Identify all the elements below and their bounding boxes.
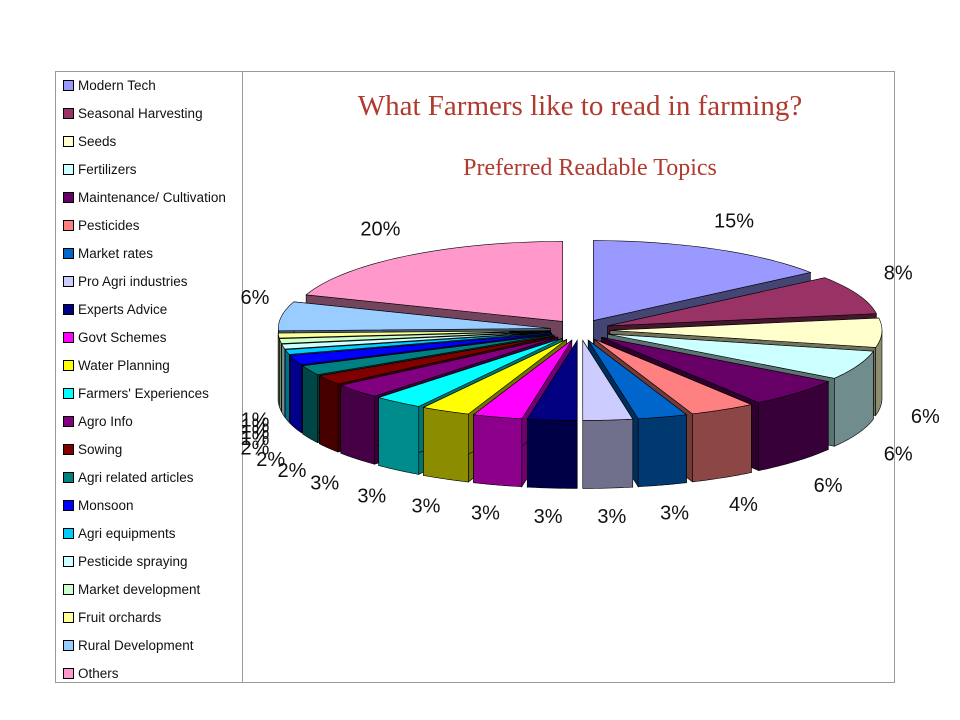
legend-label: Pro Agri industries xyxy=(78,273,188,289)
legend-item: Pro Agri industries xyxy=(63,271,188,291)
legend-label: Sowing xyxy=(78,441,123,457)
legend-label: Pesticides xyxy=(78,217,140,233)
slice-value-label: 15% xyxy=(714,211,754,233)
slice-value-label: 1% xyxy=(241,409,270,431)
legend-label: Experts Advice xyxy=(78,301,168,317)
legend-label: Pesticide spraying xyxy=(78,553,188,569)
legend-label: Agri equipments xyxy=(78,525,176,541)
legend-swatch xyxy=(63,555,74,567)
legend-label: Farmers' Experiences xyxy=(78,385,209,401)
slice-value-label: 2% xyxy=(278,460,307,482)
slice-value-label: 20% xyxy=(360,219,400,241)
slice-value-label: 3% xyxy=(597,506,626,528)
legend-item: Seasonal Harvesting xyxy=(63,103,203,123)
legend-item: Market development xyxy=(63,579,200,599)
slice-value-label: 2% xyxy=(256,449,285,471)
legend-item: Maintenance/ Cultivation xyxy=(63,187,226,207)
legend-item: Agro Info xyxy=(63,411,133,431)
legend-item: Sowing xyxy=(63,439,122,459)
slice-value-label: 8% xyxy=(884,263,913,285)
legend-label: Seasonal Harvesting xyxy=(78,105,203,121)
legend-item: Modern Tech xyxy=(63,75,156,95)
legend-swatch xyxy=(63,107,74,119)
legend-item: Fruit orchards xyxy=(63,607,161,627)
legend-swatch xyxy=(63,359,74,371)
chart-title: What Farmers like to read in farming? xyxy=(357,90,803,122)
legend-swatch xyxy=(63,443,74,455)
legend-swatch xyxy=(63,247,74,259)
chart-subtitle: Preferred Readable Topics xyxy=(463,155,717,181)
legend-swatch xyxy=(63,135,74,147)
legend-swatch xyxy=(63,79,74,91)
legend-label: Fertilizers xyxy=(78,161,137,177)
slice-value-label: 1% xyxy=(241,422,270,444)
slice-value-label: 1% xyxy=(241,428,270,450)
legend-swatch xyxy=(63,639,74,651)
legend-item: Water Planning xyxy=(63,355,170,375)
legend-swatch xyxy=(63,667,74,679)
legend-item: Seeds xyxy=(63,131,116,151)
legend-label: Market development xyxy=(78,581,201,597)
legend-label: Fruit orchards xyxy=(78,609,162,625)
slice-value-label: 6% xyxy=(814,475,843,497)
legend-label: Rural Development xyxy=(78,637,194,653)
slice-value-label: 4% xyxy=(729,494,758,516)
legend-swatch xyxy=(63,219,74,231)
slice-value-label: 6% xyxy=(884,443,913,465)
legend-label: Maintenance/ Cultivation xyxy=(78,189,226,205)
pie-slice xyxy=(582,339,634,489)
slice-value-label: 3% xyxy=(310,473,339,495)
slice-value-label: 1% xyxy=(241,416,270,438)
legend-item: Farmers' Experiences xyxy=(63,383,209,403)
legend-swatch xyxy=(63,499,74,511)
legend: Modern Tech Seasonal Harvesting Seeds Ferti… xyxy=(55,71,243,683)
legend-label: Modern Tech xyxy=(78,77,156,93)
slice-value-label: 2% xyxy=(241,437,270,459)
slice-value-label: 3% xyxy=(471,502,500,524)
legend-label: Others xyxy=(78,665,119,681)
legend-item: Agri related articles xyxy=(63,467,194,487)
legend-label: Agri related articles xyxy=(78,469,194,485)
legend-item: Fertilizers xyxy=(63,159,137,179)
legend-item: Market rates xyxy=(63,243,153,263)
legend-item: Rural Development xyxy=(63,635,194,655)
chart-frame xyxy=(55,71,895,683)
legend-item: Pesticides xyxy=(63,215,140,235)
legend-swatch xyxy=(63,415,74,427)
legend-item: Agri equipments xyxy=(63,523,176,543)
legend-swatch xyxy=(63,303,74,315)
legend-label: Monsoon xyxy=(78,497,134,513)
legend-item: Experts Advice xyxy=(63,299,167,319)
legend-item: Govt Schemes xyxy=(63,327,167,347)
slice-value-label: 3% xyxy=(357,485,386,507)
legend-item: Others xyxy=(63,663,119,683)
slice-value-label: 3% xyxy=(534,506,563,528)
legend-swatch xyxy=(63,331,74,343)
slice-value-label: 3% xyxy=(660,502,689,524)
legend-label: Agro Info xyxy=(78,413,133,429)
legend-swatch xyxy=(63,387,74,399)
legend-swatch xyxy=(63,191,74,203)
legend-swatch xyxy=(63,471,74,483)
legend-swatch xyxy=(63,583,74,595)
legend-swatch xyxy=(63,527,74,539)
legend-swatch xyxy=(63,611,74,623)
legend-swatch xyxy=(63,275,74,287)
legend-label: Seeds xyxy=(78,133,117,149)
slice-value-label: 3% xyxy=(412,495,441,517)
legend-swatch xyxy=(63,163,74,175)
legend-label: Govt Schemes xyxy=(78,329,167,345)
slice-value-label: 6% xyxy=(911,406,940,428)
pie-slice xyxy=(526,339,578,489)
legend-label: Market rates xyxy=(78,245,154,261)
legend-label: Water Planning xyxy=(78,357,170,373)
slice-value-label: 6% xyxy=(241,287,270,309)
legend-item: Monsoon xyxy=(63,495,134,515)
legend-item: Pesticide spraying xyxy=(63,551,188,571)
